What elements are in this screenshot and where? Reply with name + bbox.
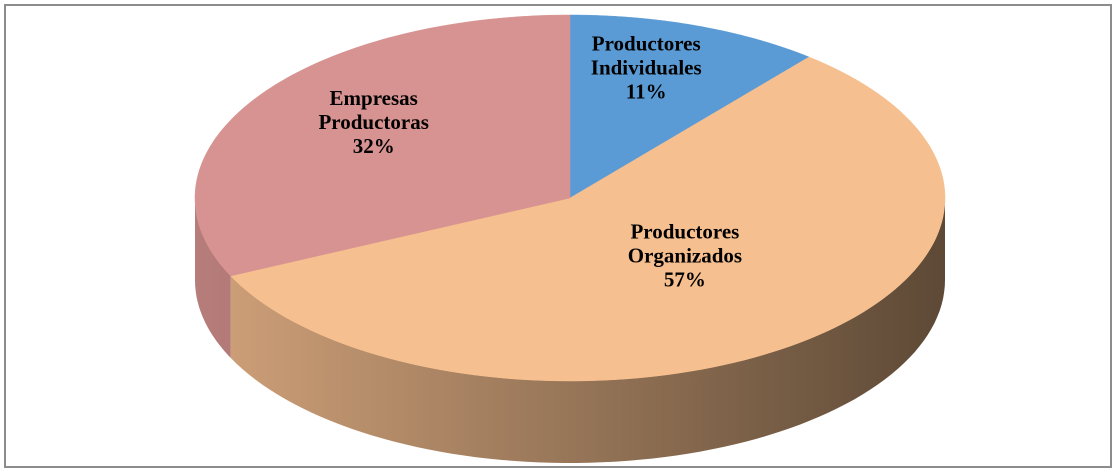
pie-slice: [569, 14, 810, 199]
slice-value-label: 11%: [626, 80, 667, 104]
slice-category-label: Productores Individuales: [591, 32, 702, 80]
pie-slice: [194, 14, 571, 277]
pie-slice: [230, 56, 946, 382]
slice-category-label: Productores Organizados: [628, 219, 742, 267]
slice-value-label: 32%: [353, 134, 395, 158]
slice-value-label: 57%: [664, 267, 706, 291]
slice-category-label: Empresas Productoras: [318, 86, 428, 134]
pie-side: [230, 198, 945, 463]
